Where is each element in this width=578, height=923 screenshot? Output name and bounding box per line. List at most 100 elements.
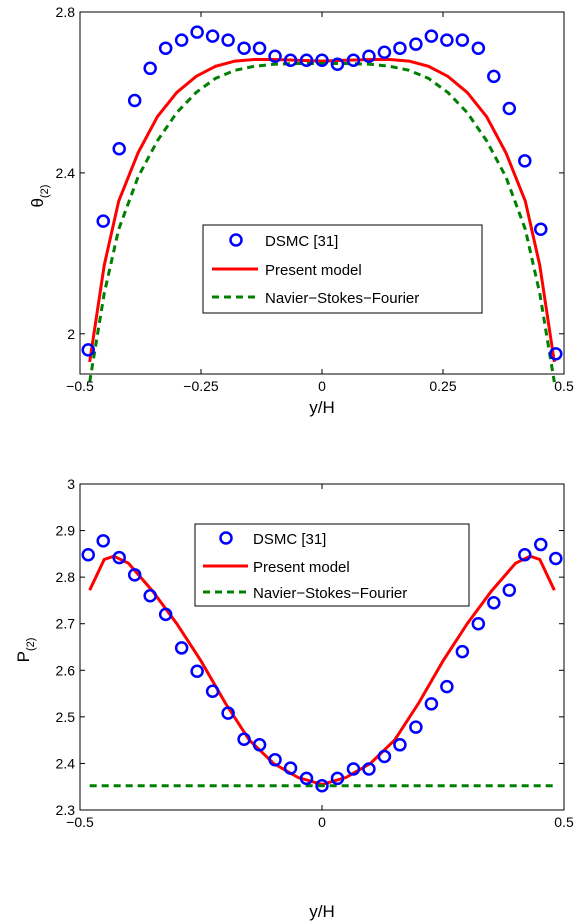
data-point bbox=[252, 41, 267, 55]
data-point bbox=[190, 664, 204, 678]
data-point bbox=[377, 45, 392, 59]
data-point bbox=[455, 33, 470, 47]
legend-marker-dsmc bbox=[219, 531, 233, 545]
data-point bbox=[346, 762, 361, 776]
y-tick-label: 2.8 bbox=[56, 569, 76, 585]
data-point bbox=[502, 101, 517, 116]
data-point bbox=[205, 684, 220, 698]
data-point bbox=[409, 37, 423, 51]
x-tick-label: 0.25 bbox=[429, 378, 456, 394]
y-tick-label: 2.3 bbox=[56, 802, 76, 818]
y-tick-label: 2.5 bbox=[56, 709, 76, 725]
data-point bbox=[221, 33, 235, 47]
data-point bbox=[518, 154, 532, 168]
legend: DSMC [31] Present model Navier−Stokes−Fo… bbox=[194, 523, 470, 607]
data-point bbox=[534, 537, 548, 552]
data-point bbox=[518, 548, 532, 562]
y-tick-label: 3 bbox=[67, 476, 75, 492]
data-point bbox=[487, 596, 501, 610]
data-point bbox=[409, 720, 423, 734]
legend-label-present-model: Present model bbox=[265, 262, 362, 279]
data-point bbox=[268, 752, 282, 767]
data-point bbox=[299, 771, 314, 786]
series-line bbox=[88, 61, 556, 383]
plot-area bbox=[80, 12, 564, 374]
y-axis-label-main: P bbox=[14, 651, 33, 662]
data-point bbox=[362, 49, 376, 63]
data-point bbox=[174, 33, 189, 47]
data-point bbox=[487, 69, 501, 84]
y-axis-label-sub: (2) bbox=[25, 638, 37, 651]
data-point bbox=[315, 779, 329, 793]
y-tick-label: 2 bbox=[67, 326, 75, 342]
y-axis-label: θ(2) bbox=[28, 185, 51, 208]
data-point bbox=[112, 142, 126, 156]
data-point bbox=[174, 641, 189, 655]
y-tick-label: 2.8 bbox=[56, 4, 76, 20]
y-tick-label: 2.4 bbox=[56, 165, 76, 181]
data-point bbox=[237, 732, 251, 746]
data-point bbox=[127, 568, 142, 582]
x-tick-label: −0.5 bbox=[66, 814, 94, 830]
axes-box bbox=[79, 483, 565, 811]
data-point bbox=[377, 749, 392, 764]
data-point bbox=[424, 697, 439, 711]
data-point bbox=[190, 25, 204, 39]
data-point bbox=[252, 738, 267, 752]
data-point bbox=[315, 53, 329, 68]
tick-labels: −0.5 −0.25 0 0.25 0.5 2 2.4 2.8 bbox=[56, 4, 574, 394]
data-point bbox=[424, 29, 439, 43]
data-point bbox=[96, 534, 110, 548]
data-point bbox=[143, 61, 157, 76]
data-point bbox=[299, 53, 314, 68]
data-point bbox=[502, 583, 517, 597]
theta-chart: −0.5 −0.25 0 0.25 0.5 2 2.4 2.8 y/H θ(2) DSMC [… bbox=[28, 4, 574, 417]
data-point bbox=[362, 762, 376, 776]
data-point bbox=[440, 33, 454, 47]
data-point bbox=[96, 214, 110, 228]
data-point bbox=[471, 41, 486, 55]
data-point bbox=[455, 644, 470, 659]
x-tick-label: 0.5 bbox=[554, 378, 574, 394]
markers bbox=[81, 25, 563, 361]
markers bbox=[81, 534, 563, 793]
data-point bbox=[549, 347, 563, 361]
data-point bbox=[143, 589, 157, 603]
legend-label-nsf: Navier−Stokes−Fourier bbox=[253, 585, 407, 602]
x-tick-label: 0 bbox=[318, 814, 326, 830]
data-point bbox=[112, 550, 126, 565]
x-axis-label: y/H bbox=[309, 902, 335, 921]
legend-marker-dsmc bbox=[229, 233, 243, 247]
y-tick-label: 2.9 bbox=[56, 523, 76, 539]
data-point bbox=[158, 41, 173, 55]
data-point bbox=[393, 738, 407, 752]
data-point bbox=[393, 41, 407, 55]
data-point bbox=[330, 771, 345, 786]
legend-label-dsmc: DSMC [31] bbox=[253, 531, 326, 548]
data-point bbox=[81, 343, 95, 357]
data-point bbox=[346, 53, 361, 68]
x-tick-label: 0.5 bbox=[554, 814, 574, 830]
curves bbox=[88, 554, 556, 788]
data-point bbox=[330, 57, 345, 72]
legend-label-present-model: Present model bbox=[253, 559, 350, 576]
data-point bbox=[127, 93, 142, 108]
data-point bbox=[268, 49, 282, 63]
curves bbox=[88, 57, 556, 383]
y-axis-label-sub: (2) bbox=[39, 185, 51, 198]
data-point bbox=[158, 607, 173, 622]
x-tick-label: −0.5 bbox=[66, 378, 94, 394]
data-point bbox=[283, 53, 298, 68]
data-point bbox=[81, 548, 95, 562]
pressure-chart: −0.5 0 0.52.32.42.52.62.72.82.93 y/H P(2) … bbox=[14, 476, 574, 921]
data-point bbox=[221, 706, 235, 720]
data-point bbox=[440, 679, 454, 694]
legend: DSMC [31] Present model Navier−Stokes−Fo… bbox=[202, 224, 483, 314]
data-point bbox=[205, 29, 220, 43]
y-tick-label: 2.7 bbox=[56, 616, 76, 632]
x-tick-label: 0 bbox=[318, 378, 326, 394]
axes-box bbox=[79, 11, 565, 375]
data-point bbox=[549, 551, 563, 566]
x-tick-label: −0.25 bbox=[183, 378, 219, 394]
